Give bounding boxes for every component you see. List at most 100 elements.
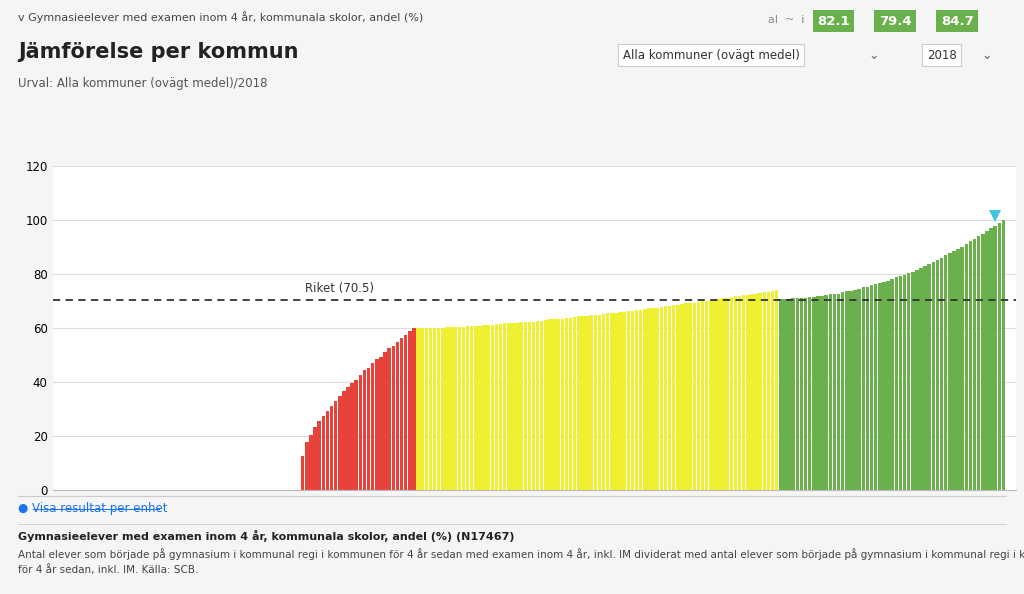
Bar xyxy=(734,296,737,490)
Bar xyxy=(688,304,692,490)
Bar xyxy=(358,375,362,490)
Bar xyxy=(301,456,304,490)
Text: för 4 år sedan, inkl. IM. Källa: SCB.: för 4 år sedan, inkl. IM. Källa: SCB. xyxy=(18,564,199,575)
Text: Jämförelse per kommun: Jämförelse per kommun xyxy=(18,42,299,62)
Text: v Gymnasieelever med examen inom 4 år, kommunala skolor, andel (%): v Gymnasieelever med examen inom 4 år, k… xyxy=(18,11,424,23)
Bar xyxy=(717,299,721,490)
Bar xyxy=(891,279,894,490)
Bar xyxy=(659,307,664,490)
Bar xyxy=(586,316,589,490)
Bar xyxy=(800,298,803,490)
Bar xyxy=(853,290,857,490)
Bar xyxy=(511,323,515,490)
Bar xyxy=(849,291,853,490)
Bar xyxy=(993,226,997,490)
Bar xyxy=(342,391,346,490)
Bar xyxy=(490,325,494,490)
Text: 84.7: 84.7 xyxy=(941,15,974,28)
Bar xyxy=(915,270,919,490)
Bar xyxy=(808,297,811,490)
Bar xyxy=(486,325,489,490)
Bar xyxy=(944,255,947,490)
Bar xyxy=(383,352,387,490)
Bar xyxy=(1001,220,1006,490)
Bar xyxy=(861,287,865,490)
Bar xyxy=(478,326,481,490)
Bar xyxy=(869,285,873,490)
Bar xyxy=(582,316,585,490)
Bar xyxy=(564,318,568,490)
Bar xyxy=(391,346,395,490)
Bar xyxy=(873,284,878,490)
Bar xyxy=(338,396,341,490)
Bar xyxy=(635,310,638,490)
Bar xyxy=(981,233,985,490)
Text: 2018: 2018 xyxy=(927,49,956,62)
Bar xyxy=(792,298,795,490)
Bar xyxy=(450,327,453,490)
Bar xyxy=(755,293,758,490)
Bar xyxy=(705,301,709,490)
Bar xyxy=(647,308,650,490)
Bar xyxy=(668,306,672,490)
Bar xyxy=(375,359,379,490)
Bar xyxy=(936,260,939,490)
Bar xyxy=(956,249,959,490)
Bar xyxy=(334,401,337,490)
Bar xyxy=(395,342,399,490)
Bar xyxy=(590,315,593,490)
Text: Alla kommuner (ovägt medel): Alla kommuner (ovägt medel) xyxy=(623,49,800,62)
Bar xyxy=(775,290,778,490)
Bar xyxy=(594,315,597,490)
Bar xyxy=(787,299,791,490)
Text: 79.4: 79.4 xyxy=(879,15,911,28)
Bar xyxy=(751,295,754,490)
Bar xyxy=(961,247,964,490)
Text: ● Visa resultat per enhet: ● Visa resultat per enhet xyxy=(18,502,168,515)
Bar xyxy=(354,380,358,490)
Bar xyxy=(317,421,321,490)
Text: ⌄: ⌄ xyxy=(981,49,991,62)
Bar xyxy=(578,317,581,490)
Bar xyxy=(985,231,989,490)
Bar xyxy=(569,318,572,490)
Bar xyxy=(499,324,502,490)
Bar xyxy=(997,223,1001,490)
Bar xyxy=(680,305,684,490)
Bar xyxy=(507,324,511,490)
Bar xyxy=(804,298,807,490)
Bar xyxy=(742,295,745,490)
Bar xyxy=(895,277,898,490)
Bar xyxy=(763,292,766,490)
Bar xyxy=(482,326,485,490)
Bar xyxy=(462,327,465,490)
Bar xyxy=(824,295,828,490)
Bar xyxy=(409,331,412,490)
Bar xyxy=(544,320,548,490)
Bar xyxy=(833,294,837,490)
Bar xyxy=(709,300,713,490)
Bar xyxy=(865,287,869,490)
Bar xyxy=(899,276,902,490)
Bar xyxy=(433,328,436,490)
Bar xyxy=(458,327,461,490)
Bar xyxy=(454,327,457,490)
Bar xyxy=(598,315,601,490)
Bar xyxy=(730,297,733,490)
Bar xyxy=(417,328,420,490)
Bar xyxy=(474,326,477,490)
Bar xyxy=(602,314,605,490)
Bar xyxy=(413,328,416,490)
Bar xyxy=(767,292,770,490)
Bar xyxy=(536,321,540,490)
Bar xyxy=(924,266,927,490)
Bar xyxy=(362,370,367,490)
Bar xyxy=(631,311,634,490)
Bar xyxy=(837,293,841,490)
Bar xyxy=(309,435,312,490)
Bar xyxy=(445,327,449,490)
Bar xyxy=(515,323,519,490)
Bar xyxy=(759,293,762,490)
Bar xyxy=(326,410,329,490)
Bar xyxy=(928,264,931,490)
